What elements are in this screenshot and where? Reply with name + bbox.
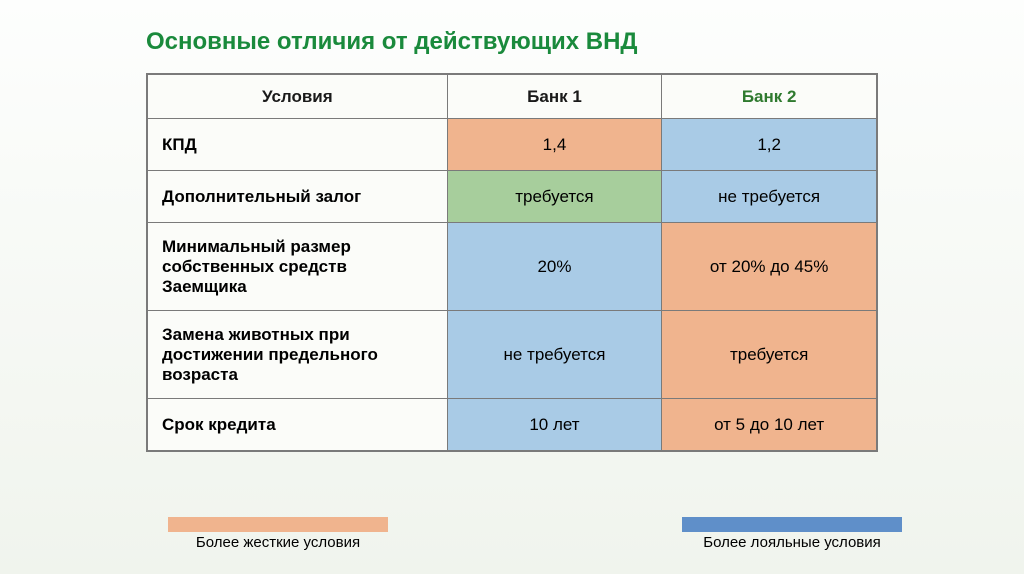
- table-row: Дополнительный залогтребуетсяне требуетс…: [148, 171, 877, 223]
- cell-bank2: 1,2: [662, 119, 877, 171]
- col-header-bank1: Банк 1: [447, 75, 662, 119]
- col-header-conditions: Условия: [148, 75, 448, 119]
- legend-lenient-swatch: [682, 517, 902, 532]
- table-body: КПД1,41,2Дополнительный залогтребуетсяне…: [148, 119, 877, 451]
- table-header-row: Условия Банк 1 Банк 2: [148, 75, 877, 119]
- table-row: Минимальный размер собственных средств З…: [148, 223, 877, 311]
- row-label: Минимальный размер собственных средств З…: [148, 223, 448, 311]
- legend-lenient: Более лояльные условия: [682, 517, 902, 552]
- row-label: Замена животных при достижении предельно…: [148, 311, 448, 399]
- legend: Более жесткие условия Более лояльные усл…: [0, 517, 1024, 552]
- table-row: Срок кредита10 летот 5 до 10 лет: [148, 399, 877, 451]
- cell-bank2: от 5 до 10 лет: [662, 399, 877, 451]
- cell-bank1: 10 лет: [447, 399, 662, 451]
- legend-strict-swatch: [168, 517, 388, 532]
- row-label: Срок кредита: [148, 399, 448, 451]
- cell-bank1: 1,4: [447, 119, 662, 171]
- legend-strict-label: Более жесткие условия: [168, 534, 388, 552]
- cell-bank1: 20%: [447, 223, 662, 311]
- legend-lenient-label: Более лояльные условия: [682, 534, 902, 552]
- cell-bank1: требуется: [447, 171, 662, 223]
- cell-bank2: от 20% до 45%: [662, 223, 877, 311]
- comparison-table: Условия Банк 1 Банк 2 КПД1,41,2Дополните…: [147, 74, 877, 451]
- cell-bank1: не требуется: [447, 311, 662, 399]
- legend-strict: Более жесткие условия: [168, 517, 388, 552]
- slide: Основные отличия от действующих ВНД Усло…: [0, 0, 1024, 574]
- row-label: Дополнительный залог: [148, 171, 448, 223]
- row-label: КПД: [148, 119, 448, 171]
- page-title: Основные отличия от действующих ВНД: [146, 28, 964, 56]
- cell-bank2: не требуется: [662, 171, 877, 223]
- table-row: Замена животных при достижении предельно…: [148, 311, 877, 399]
- cell-bank2: требуется: [662, 311, 877, 399]
- col-header-bank2: Банк 2: [662, 75, 877, 119]
- table-row: КПД1,41,2: [148, 119, 877, 171]
